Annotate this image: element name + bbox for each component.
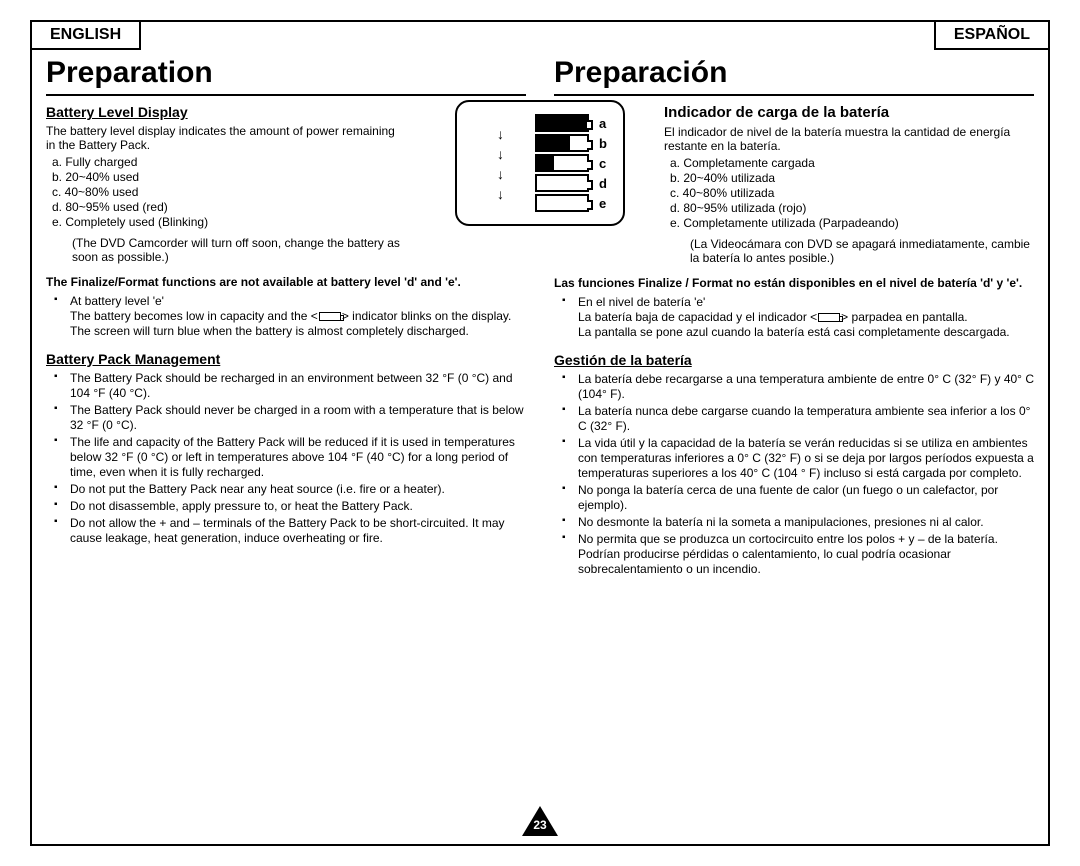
diagram-label-e: e <box>599 196 613 211</box>
list-item: The life and capacity of the Battery Pac… <box>52 435 526 480</box>
level-b-es: b. 20~40% utilizada <box>670 171 1034 186</box>
heading-battery-display-en: Battery Level Display <box>46 104 406 120</box>
list-item: La vida útil y la capacidad de la baterí… <box>560 436 1034 481</box>
bullet-lead-es: En el nivel de batería 'e' <box>578 295 705 309</box>
title-en: Preparation <box>46 56 526 96</box>
page-number: 23 <box>530 818 550 832</box>
list-item: No permita que se produzca un cortocircu… <box>560 532 1034 577</box>
level-c-en: c. 40~80% used <box>52 185 406 200</box>
intro-en: The battery level display indicates the … <box>46 124 406 153</box>
level-e-notes-es: En el nivel de batería 'e' La batería ba… <box>554 295 1034 340</box>
bullet-l1a-es: La batería baja de capacidad y el indica… <box>578 310 817 324</box>
battery-icon-b <box>535 134 589 152</box>
paren-note-es: (La Videocámara con DVD se apagará inmed… <box>664 237 1034 266</box>
manual-page: ENGLISH ESPAÑOL a ↓ b ↓ c ↓ d ↓ e Prepar… <box>30 20 1050 846</box>
list-item: Do not allow the + and – terminals of th… <box>52 516 526 546</box>
list-item: The Battery Pack should be recharged in … <box>52 371 526 401</box>
level-d-es: d. 80~95% utilizada (rojo) <box>670 201 1034 216</box>
level-a-es: a. Completamente cargada <box>670 156 1034 171</box>
level-a-en: a. Fully charged <box>52 155 406 170</box>
list-item: No desmonte la batería ni la someta a ma… <box>560 515 1034 530</box>
diagram-label-b: b <box>599 136 613 151</box>
lang-espanol: ESPAÑOL <box>934 20 1050 50</box>
level-d-en: d. 80~95% used (red) <box>52 200 406 215</box>
list-item: La batería nunca debe cargarse cuando la… <box>560 404 1034 434</box>
list-item: En el nivel de batería 'e' La batería ba… <box>560 295 1034 340</box>
bullet-l1b-es: > parpadea en pantalla. <box>841 310 967 324</box>
diagram-label-d: d <box>599 176 613 191</box>
battery-icon-d <box>535 174 589 192</box>
level-c-es: c. 40~80% utilizada <box>670 186 1034 201</box>
mgmt-list-en: The Battery Pack should be recharged in … <box>46 371 526 546</box>
list-item: Do not put the Battery Pack near any hea… <box>52 482 526 497</box>
heading-battery-mgmt-es: Gestión de la batería <box>554 352 1034 368</box>
lang-english: ENGLISH <box>30 20 141 50</box>
bullet-l1b-en: > indicator blinks on the display. <box>342 309 512 323</box>
battery-levels-list-es: a. Completamente cargada b. 20~40% utili… <box>664 156 1034 231</box>
battery-levels-list-en: a. Fully charged b. 20~40% used c. 40~80… <box>46 155 406 230</box>
battery-outline-icon <box>319 312 341 321</box>
finalize-note-en: The Finalize/Format functions are not av… <box>46 275 526 290</box>
mgmt-list-es: La batería debe recargarse a una tempera… <box>554 372 1034 577</box>
battery-outline-icon <box>818 313 840 322</box>
page-number-triangle: 23 <box>522 806 558 836</box>
diagram-label-a: a <box>599 116 613 131</box>
list-item: No ponga la batería cerca de una fuente … <box>560 483 1034 513</box>
list-item: Do not disassemble, apply pressure to, o… <box>52 499 526 514</box>
bullet-l2-en: The screen will turn blue when the batte… <box>70 324 526 339</box>
bullet-lead-en: At battery level 'e' <box>70 294 164 308</box>
intro-es: El indicador de nivel de la batería mues… <box>664 125 1034 154</box>
list-item: The Battery Pack should never be charged… <box>52 403 526 433</box>
level-e-es: e. Completamente utilizada (Parpadeando) <box>670 216 1034 231</box>
finalize-note-es: Las funciones Finalize / Format no están… <box>554 276 1034 291</box>
level-e-notes-en: At battery level 'e' The battery becomes… <box>46 294 526 339</box>
battery-level-diagram: a ↓ b ↓ c ↓ d ↓ e <box>455 100 625 226</box>
battery-icon-c <box>535 154 589 172</box>
bullet-l1a-en: The battery becomes low in capacity and … <box>70 309 318 323</box>
heading-battery-display-es: Indicador de carga de la batería <box>664 104 1034 121</box>
title-es: Preparación <box>554 56 1034 96</box>
battery-icon-a <box>535 114 589 132</box>
level-b-en: b. 20~40% used <box>52 170 406 185</box>
paren-note-en: (The DVD Camcorder will turn off soon, c… <box>46 236 406 265</box>
list-item: At battery level 'e' The battery becomes… <box>52 294 526 339</box>
level-e-en: e. Completely used (Blinking) <box>52 215 406 230</box>
heading-battery-mgmt-en: Battery Pack Management <box>46 351 526 367</box>
bullet-l2-es: La pantalla se pone azul cuando la bater… <box>578 325 1034 340</box>
language-tabs: ENGLISH ESPAÑOL <box>30 20 1050 50</box>
diagram-label-c: c <box>599 156 613 171</box>
list-item: La batería debe recargarse a una tempera… <box>560 372 1034 402</box>
battery-icon-e <box>535 194 589 212</box>
